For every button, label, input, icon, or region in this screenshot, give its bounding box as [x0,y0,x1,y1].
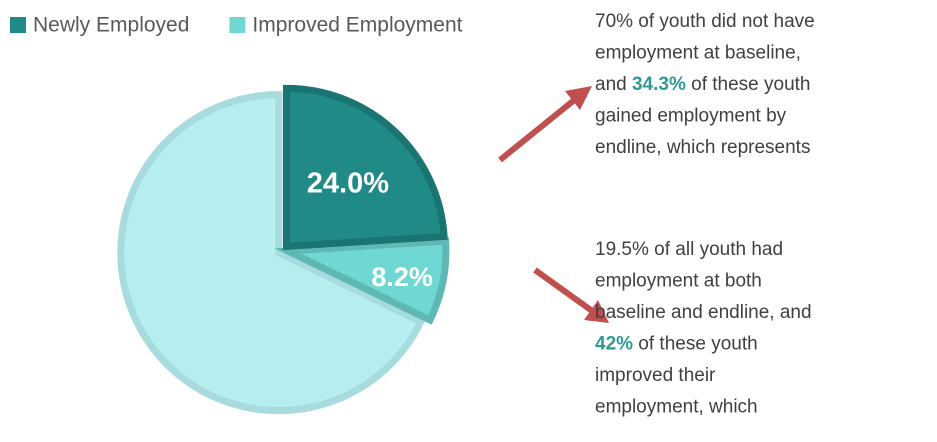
annotation-text: employment at baseline, [595,43,801,64]
annotation-text: 19.5% of all youth had [595,239,783,260]
annotation-line: employment at baseline, [595,43,801,64]
annotation-text: of these youth [633,334,758,355]
annotation-text: gained employment by [595,106,787,127]
legend-label: Newly Employed [33,14,189,37]
annotation-line: employment at both [595,271,762,292]
annotation-text: employment, which [595,397,758,418]
annotation-text: employment at both [595,271,762,292]
annotation-highlight: 42% [595,334,633,355]
legend-label: Improved Employment [252,14,462,37]
pie-slice [274,237,450,325]
annotation-text: improved their [595,365,716,386]
arrow [498,86,592,163]
pie-slice [117,91,426,415]
annotation-highlight: 34.3% [632,74,686,95]
annotation-line: baseline and endline, and [595,302,812,323]
annotation-line: 42% of these youth [595,334,758,355]
pie-slice [282,84,448,251]
annotation-text: endline, which represents [595,137,810,158]
annotation-text: and [595,74,632,95]
annotation-line: 70% of youth did not have [595,11,815,32]
data-label: 24.0% [307,168,389,200]
arrow [533,267,609,323]
annotation-line: 19.5% of all youth had [595,239,783,260]
annotation-line: gained employment by [595,106,787,127]
data-label: 8.2% [371,262,433,292]
annotation-line: and 34.3% of these youth [595,74,811,95]
annotation-line: endline, which represents [595,137,810,158]
legend-swatch [10,17,26,33]
annotation-line: improved their [595,365,716,386]
legend-swatch [229,17,246,33]
annotation-text: baseline and endline, and [595,302,812,323]
annotation-text: 70% of youth did not have [595,11,815,32]
annotation-line: employment, which [595,397,758,418]
annotation-text: of these youth [686,74,811,95]
